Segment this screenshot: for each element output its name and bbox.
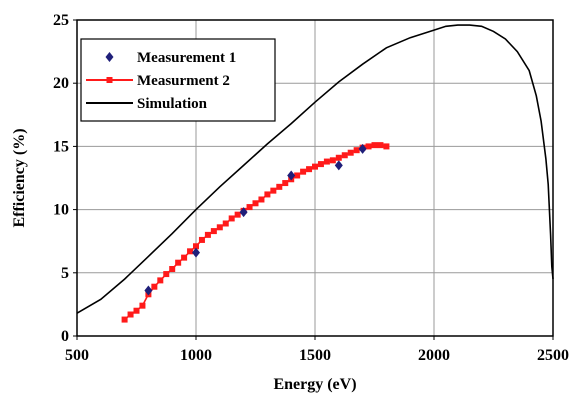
measurement-2-point bbox=[341, 152, 348, 159]
x-tick-label: 2000 bbox=[418, 347, 450, 364]
tick-labels: 500 1000 1500 2000 2500 0 5 10 15 20 25 bbox=[53, 12, 569, 364]
measurement-2-point bbox=[353, 147, 360, 154]
measurement-1-point bbox=[287, 170, 296, 181]
simulation-line bbox=[76, 24, 554, 314]
measurement-2-point bbox=[228, 215, 235, 222]
legend: Measurement 1 Measurment 2 Simulation bbox=[80, 38, 276, 122]
measurement-2-point bbox=[127, 311, 134, 318]
measurement-2-point bbox=[157, 277, 164, 284]
x-tick-label: 1000 bbox=[180, 347, 212, 364]
legend-swatch-diamond bbox=[105, 52, 114, 62]
legend-label: Measurement 1 bbox=[137, 50, 236, 66]
measurement-1-point bbox=[239, 207, 248, 218]
measurement-2-point bbox=[204, 231, 211, 238]
measurement-2-point bbox=[169, 266, 176, 273]
measurement-2-point bbox=[151, 283, 158, 290]
measurement-2-point bbox=[323, 158, 330, 165]
measurement-1-point bbox=[358, 143, 367, 154]
measurement-2-point bbox=[377, 142, 384, 149]
measurement-2-point bbox=[371, 142, 378, 149]
measurement-2-point bbox=[329, 157, 336, 164]
measurement-2-point bbox=[383, 143, 390, 150]
measurement-2-point bbox=[282, 180, 289, 187]
legend-swatch-square bbox=[106, 77, 113, 83]
measurement-2-point bbox=[210, 228, 217, 235]
measurement-2-point bbox=[163, 271, 170, 278]
y-tick-label: 10 bbox=[53, 202, 69, 219]
y-tick-label: 20 bbox=[53, 75, 69, 92]
measurement-2-point bbox=[198, 236, 205, 243]
measurement-1-point bbox=[334, 160, 343, 171]
measurement-2-point bbox=[216, 224, 223, 231]
measurement-2-point bbox=[193, 243, 199, 250]
measurement-2-point bbox=[139, 302, 146, 309]
measurement-2-point bbox=[175, 259, 182, 266]
measurement-2-point bbox=[222, 220, 229, 227]
measurement-2-point bbox=[317, 161, 324, 168]
measurement-2-point bbox=[133, 307, 140, 314]
series-layer bbox=[76, 24, 554, 323]
y-tick-label: 5 bbox=[61, 265, 69, 282]
y-tick-label: 0 bbox=[61, 328, 69, 345]
measurement-2-point bbox=[347, 149, 354, 156]
measurement-2-point bbox=[312, 163, 318, 170]
measurement-2-point bbox=[187, 248, 194, 255]
y-tick-label: 15 bbox=[53, 138, 69, 155]
measurement-2-point bbox=[365, 143, 372, 150]
measurement-2-point bbox=[276, 183, 283, 190]
legend-label: Simulation bbox=[137, 96, 208, 112]
measurement-2-point bbox=[300, 168, 307, 175]
measurement-2-point bbox=[258, 196, 265, 203]
y-tick-label: 25 bbox=[53, 12, 69, 29]
measurement-1-point bbox=[192, 247, 200, 258]
measurement-2-point bbox=[181, 254, 188, 261]
x-tick-label: 500 bbox=[65, 347, 89, 364]
measurement-2-point bbox=[234, 211, 241, 218]
measurement-2-point bbox=[264, 191, 271, 198]
measurement-1-point bbox=[144, 285, 153, 296]
x-tick-label: 2500 bbox=[537, 347, 569, 364]
x-axis-title: Energy (eV) bbox=[273, 376, 356, 393]
legend-label: Measurment 2 bbox=[137, 73, 230, 89]
measurement-2-point bbox=[335, 154, 342, 161]
measurement-2-point bbox=[246, 204, 253, 211]
measurement-2-point bbox=[294, 172, 301, 179]
y-axis-title: Efficiency (%) bbox=[11, 128, 28, 227]
measurement-2-point bbox=[121, 316, 128, 323]
measurement-2-point bbox=[270, 187, 277, 194]
measurement-2-point bbox=[306, 166, 313, 173]
x-tick-label: 1500 bbox=[299, 347, 331, 364]
measurement-2-point bbox=[252, 200, 259, 207]
measurement-2-line bbox=[124, 144, 387, 321]
